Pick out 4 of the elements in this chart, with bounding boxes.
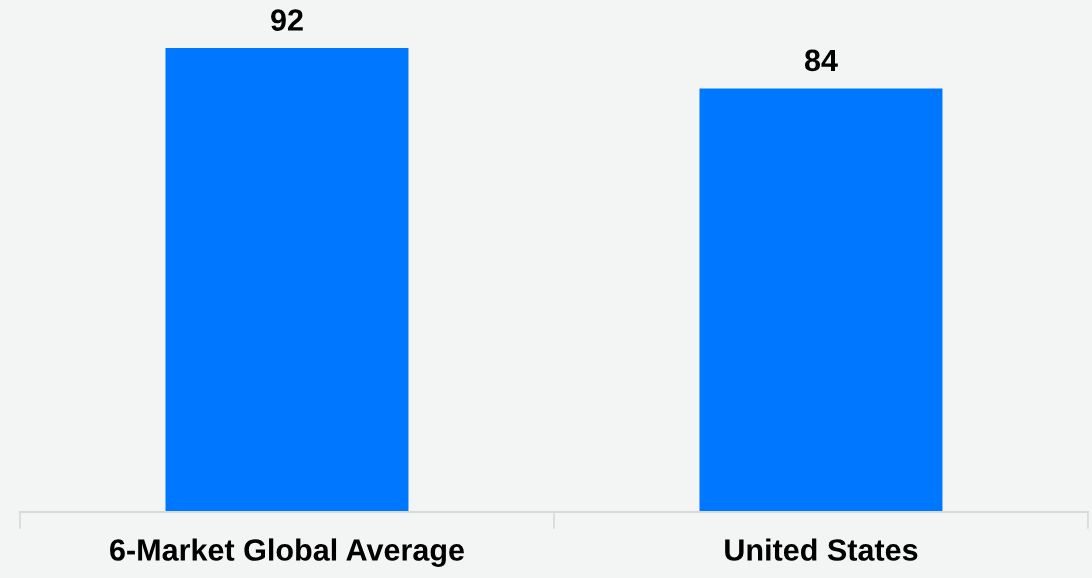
data-label: 84 — [804, 49, 838, 72]
data-label: 92 — [271, 9, 303, 31]
x-tick-label: United States — [725, 538, 918, 561]
x-tick-label: 6-Market Global Average — [110, 538, 464, 567]
